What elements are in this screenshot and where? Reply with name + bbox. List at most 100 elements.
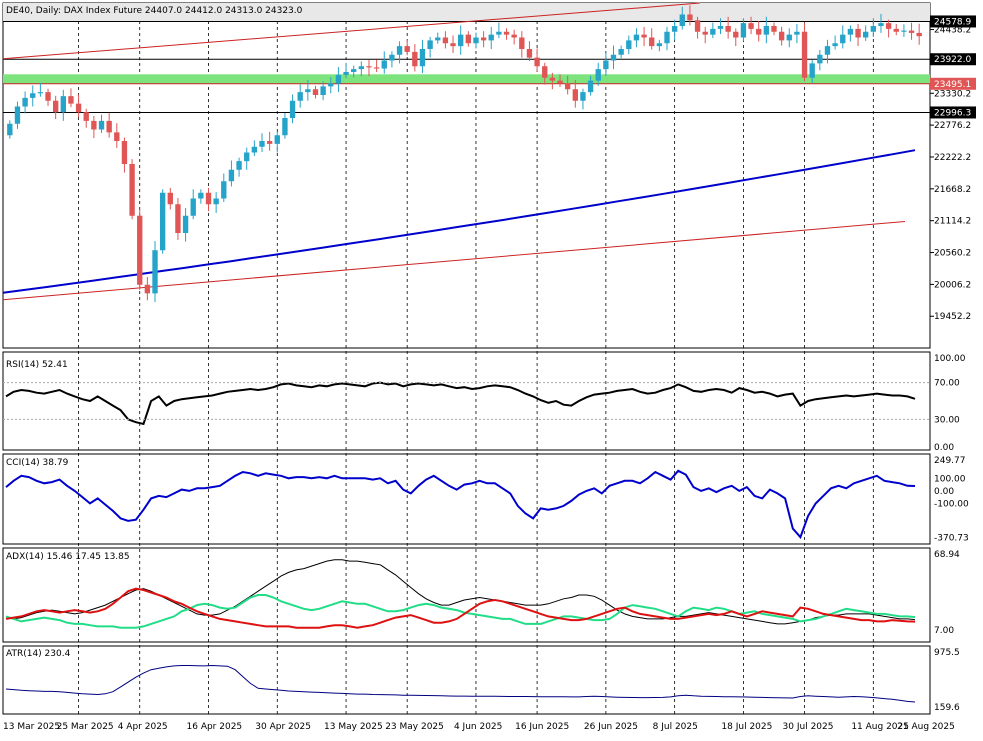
candle-body [587,80,594,93]
cci-title: CCI(14) 38.79 [6,458,69,468]
candle-body [343,72,349,75]
candle-body [549,77,556,81]
rsi-panel[interactable] [3,381,930,426]
candle-body [274,135,280,144]
candle-body [22,97,28,107]
candle-body [52,100,59,113]
x-tick-label: 21 Aug 2025 [897,722,955,732]
cci-panel[interactable] [5,469,916,540]
candle-body [83,112,89,121]
candle-body [564,83,571,90]
candle-body [114,132,120,141]
candle-body [351,69,357,72]
candle-body [213,198,219,205]
candle-body [870,26,877,32]
candle-body [633,34,640,41]
candle-body [671,26,678,32]
candle-body [534,57,540,67]
level-tag-label: 24578.9 [934,17,971,27]
candle-body [649,37,655,47]
candle-body [182,215,189,233]
candle-body [664,31,670,44]
x-tick-label: 30 Apr 2025 [255,722,311,732]
candle-body [335,74,342,84]
candle-body [733,31,739,38]
x-tick-label: 8 Jul 2025 [653,722,698,732]
panel-frame-main [2,2,931,349]
y-tick-label: 20006.2 [934,280,971,290]
y-tick-label: 100.00 [934,354,966,364]
x-tick-label: 25 Mar 2025 [57,722,114,732]
panel-frame-cci [2,453,931,545]
candle-body [381,60,387,69]
candle-body [404,46,410,52]
candle-body [45,92,51,101]
candle-body [908,30,915,33]
series-line-adx-1 [5,594,916,629]
vertical-grid [78,3,874,714]
support-zone [3,74,930,84]
candle-body [358,66,365,70]
candle-body [244,152,250,162]
candle-body [259,141,265,147]
candle-body [91,120,97,130]
candle-body [496,31,502,35]
atr-panel[interactable] [5,664,916,703]
level-tag [930,15,976,28]
candle-body [228,169,235,182]
candle-body [572,89,578,101]
candle-body [603,60,609,70]
x-tick-label: 16 Jun 2025 [515,722,569,732]
candle-body [840,34,846,44]
candle-body [580,92,586,101]
series-line-adx-2 [5,587,916,629]
panel-frame-atr [2,645,931,715]
y-tick-label: 100.00 [934,474,966,484]
candle-body [771,26,777,32]
candle-body [626,40,632,49]
level-tag [930,77,976,90]
y-tick-label: 249.77 [934,456,966,466]
candle-body [320,86,326,95]
candle-body [205,192,212,205]
candle-body [106,120,112,133]
candle-body [389,54,395,61]
candle-body [511,34,517,38]
candle-body [297,92,303,101]
y-tick-label: 21114.2 [934,217,971,227]
candle-body [817,54,823,64]
level-tag-label: 23922.0 [934,55,971,65]
candle-body [137,215,143,285]
candle-body [610,54,617,61]
level-tag [930,53,976,66]
y-tick-label: 24438.2 [934,26,971,36]
x-tick-label: 4 Jun 2025 [454,722,502,732]
y-tick-label: 23330.2 [934,89,971,99]
x-tick-label: 16 Apr 2025 [187,722,243,732]
candle-body [98,120,105,130]
candle-body [266,141,273,144]
candle-body [740,23,747,38]
candle-body [68,96,74,104]
candle-body [710,28,716,35]
candle-body [526,49,533,58]
series-line-cci-0 [5,469,916,540]
candle-body [221,181,227,199]
candle-body [251,146,258,153]
candle-body [427,40,433,49]
candle-body [312,89,319,95]
candle-body [7,123,13,136]
x-tick-label: 30 Jul 2025 [783,722,834,732]
price-panel[interactable] [2,2,930,302]
y-tick-label: 22776.2 [934,121,971,131]
candle-body [702,31,708,35]
candle-body [725,26,731,32]
y-tick-label: 20560.2 [934,249,971,259]
candle-body [832,43,838,47]
y-tick-label: 19452.2 [934,312,971,322]
candle-body [503,31,510,35]
adx-panel[interactable] [5,559,916,629]
candle-body [794,31,800,35]
